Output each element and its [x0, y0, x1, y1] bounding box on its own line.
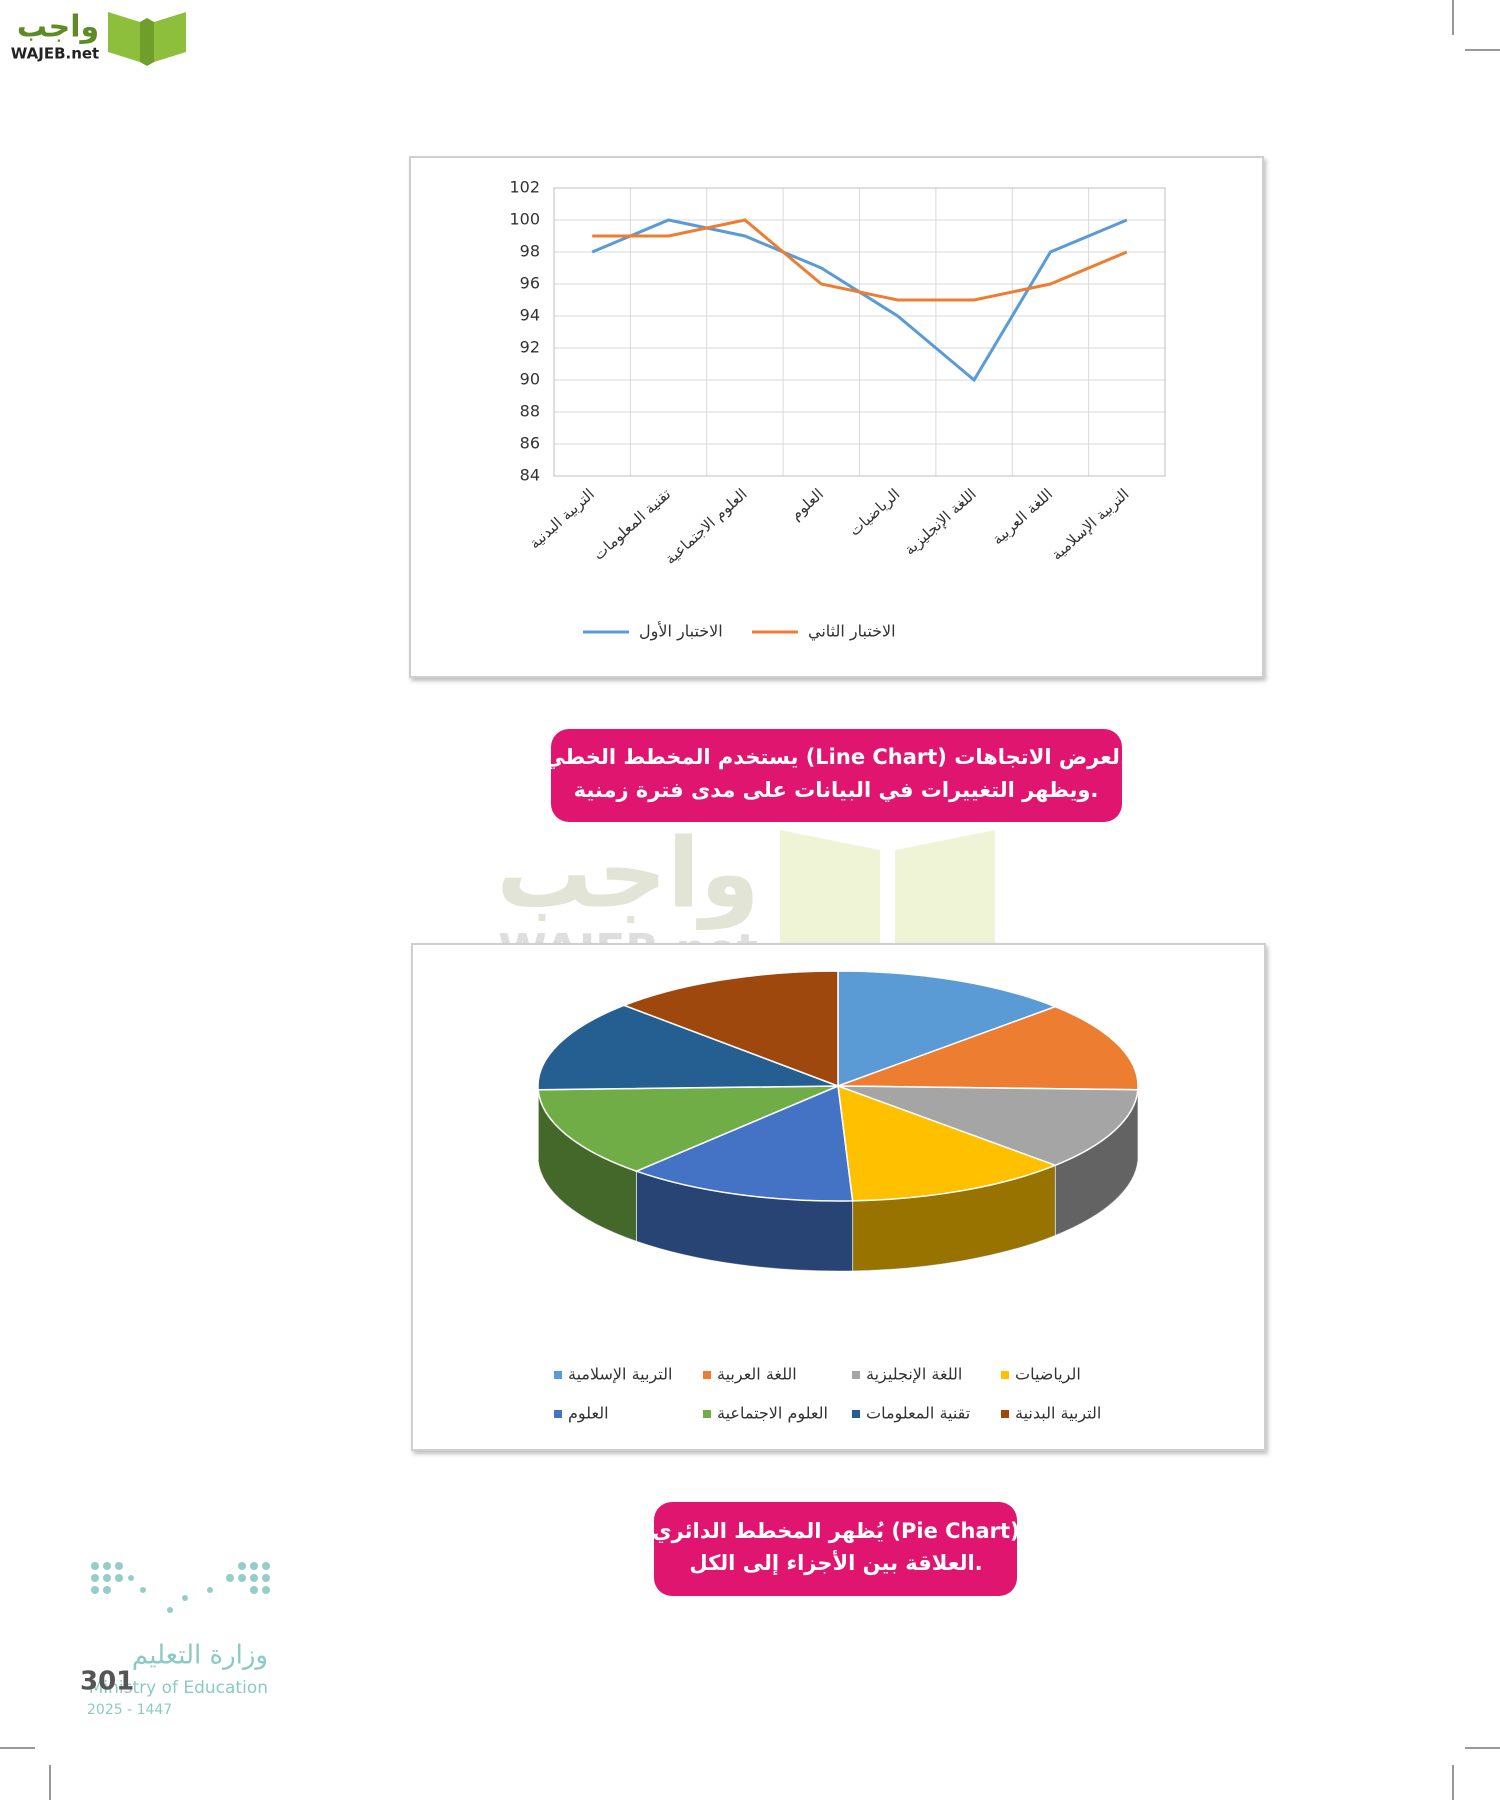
slice	[837, 1084, 1058, 1202]
legend-swatch	[703, 1410, 711, 1418]
y-tick-label: 90	[520, 370, 540, 389]
caption-line: العلاقة بين الأجزاء إلى الكل.	[689, 1549, 982, 1575]
legend-swatch	[554, 1410, 562, 1418]
legend-label: العلوم الاجتماعية	[717, 1404, 828, 1424]
legend-swatch	[1001, 1371, 1009, 1379]
y-tick-label: 92	[520, 338, 540, 357]
legend-label: العلوم	[568, 1404, 609, 1424]
legend-label: الاختبار الأول	[639, 621, 723, 642]
legend-label: التربية الإسلامية	[568, 1365, 672, 1385]
legend-swatch	[554, 1371, 562, 1379]
caption-line: يُظهر المخطط الدائري (Pie Chart)	[652, 1519, 1019, 1544]
y-tick-label: 100	[509, 210, 540, 229]
logo-latin: WAJEB.net	[11, 45, 99, 63]
page-number: 301	[80, 1667, 134, 1697]
ministry-years: 2025 - 1447	[87, 1702, 172, 1718]
caption-box	[654, 1502, 1017, 1596]
series-line	[592, 218, 1128, 302]
y-tick-label: 86	[520, 434, 540, 453]
slice	[837, 970, 1058, 1088]
logo: واجب WAJEB.net	[11, 10, 186, 66]
slice-side-shade	[538, 1089, 637, 1242]
caption-box	[551, 729, 1122, 822]
ministry-arabic: وزارة التعليم	[132, 1641, 268, 1671]
legend-label: اللغة الإنجليزية	[866, 1365, 962, 1385]
legend-swatch	[703, 1371, 711, 1379]
slice	[537, 1004, 839, 1091]
legend-label: تقنية المعلومات	[866, 1404, 970, 1424]
slice	[537, 1085, 839, 1172]
legend-label: اللغة العربية	[717, 1365, 797, 1385]
caption-line: ويظهر التغييرات في البيانات على مدى فترة…	[574, 778, 1099, 802]
slice	[837, 1085, 1139, 1167]
slice-side-shade	[852, 1165, 1056, 1271]
legend-swatch	[852, 1371, 860, 1379]
legend-label: التربية البدنية	[1015, 1404, 1101, 1424]
logo-book	[108, 12, 140, 62]
logo-text: واجب	[17, 10, 99, 45]
watermark-text: واجب	[496, 817, 759, 930]
slice	[622, 970, 839, 1088]
line-chart-frame	[409, 156, 1264, 678]
ministry-logo: وزارة التعليم Ministry of Education 2025…	[80, 1562, 270, 1718]
slice-side-shade	[1055, 1089, 1138, 1236]
ministry-english: Ministry of Education	[89, 1678, 268, 1698]
slice	[837, 1005, 1139, 1091]
y-tick-label: 96	[520, 274, 540, 293]
legend-label: الاختبار الثاني	[808, 622, 896, 642]
slice-side-shade	[636, 1171, 853, 1271]
logo-book	[140, 18, 154, 66]
y-tick-label: 94	[520, 306, 540, 325]
logo-book	[154, 12, 186, 62]
legend-swatch	[852, 1410, 860, 1418]
slice	[634, 1084, 854, 1202]
y-tick-label: 88	[520, 402, 540, 421]
y-tick-label: 84	[520, 466, 540, 485]
legend-swatch	[1001, 1410, 1009, 1418]
plot-border	[553, 187, 1166, 477]
legend-label: الرياضيات	[1015, 1365, 1081, 1385]
y-tick-label: 102	[509, 178, 540, 197]
y-tick-label: 98	[520, 242, 540, 261]
caption-line: يستخدم المخطط الخطي (Line Chart) لعرض ال…	[544, 745, 1128, 769]
ministry-dots	[91, 1562, 270, 1613]
